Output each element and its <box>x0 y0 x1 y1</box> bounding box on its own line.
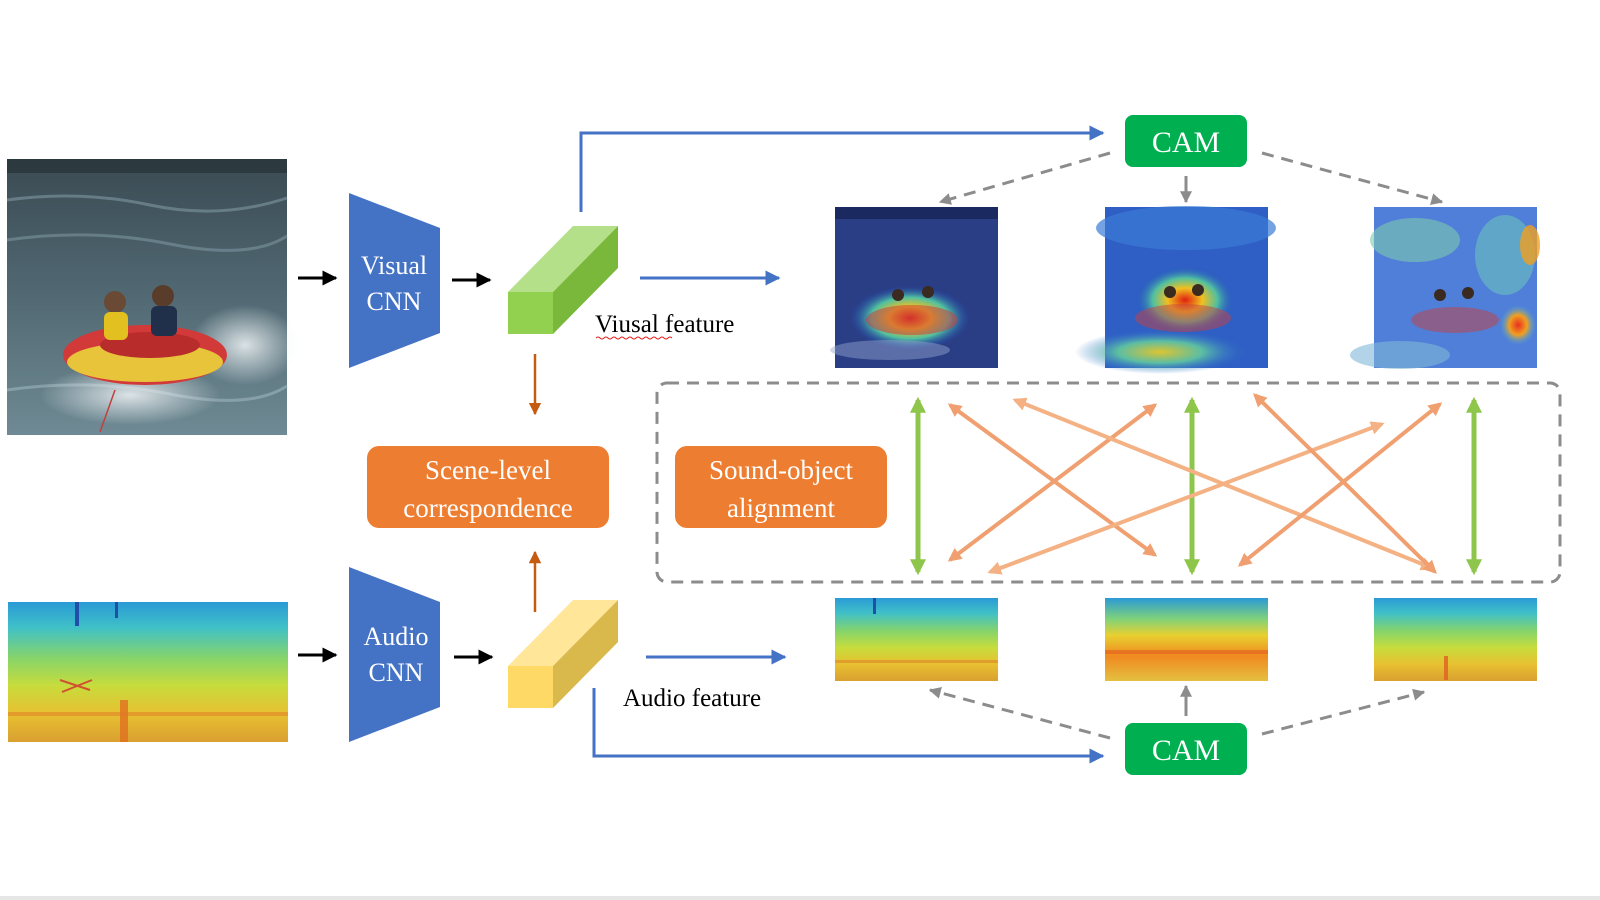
visual-cnn-block: Visual CNN <box>349 193 440 368</box>
visual-feature-label: Viusal feature <box>595 311 734 338</box>
heatmap-2 <box>1075 206 1276 374</box>
audio-feature-label: Audio feature <box>623 685 761 712</box>
cam-top-dashed-arrows <box>938 151 1444 205</box>
sound-object-line2: alignment <box>727 493 835 523</box>
audio-cnn-block: Audio CNN <box>349 567 440 742</box>
flow-visual-to-cam <box>579 125 1105 212</box>
visual-cnn-label-line1: Visual <box>361 251 427 280</box>
visual-feature-cube <box>508 226 618 334</box>
scene-level-line1: Scene-level <box>425 455 551 485</box>
sound-object-line1: Sound-object <box>709 455 853 485</box>
heatmap-3 <box>1350 207 1540 369</box>
spectrogram-3 <box>1374 598 1537 681</box>
cam-top-label: CAM <box>1152 126 1220 159</box>
alignment-dashed-region <box>655 381 1562 584</box>
scene-level-correspondence-box: Scene-level correspondence <box>367 446 609 528</box>
input-image <box>6 159 300 435</box>
bottom-scrollbar-strip <box>0 896 1600 900</box>
visual-cnn-label-line2: CNN <box>367 287 422 316</box>
heatmap-1 <box>830 207 998 368</box>
sound-object-alignment-box: Sound-object alignment <box>675 446 887 528</box>
green-alignment-arrows <box>909 396 1483 576</box>
audio-feature-cube <box>508 600 618 708</box>
spellcheck-underline <box>595 336 673 340</box>
cross-alignment-arrows <box>947 393 1443 575</box>
audio-cnn-label-line1: Audio <box>364 622 429 651</box>
input-spectrogram <box>8 602 288 742</box>
spectrogram-2 <box>1105 598 1268 681</box>
flow-audio-to-cam <box>592 688 1105 764</box>
cam-top-box: CAM <box>1125 115 1247 167</box>
cam-bottom-dashed-arrows <box>928 684 1426 740</box>
cam-bottom-box: CAM <box>1125 723 1247 775</box>
audio-cnn-label-line2: CNN <box>369 658 424 687</box>
scene-level-line2: correspondence <box>403 493 572 523</box>
spectrogram-1 <box>835 598 998 681</box>
cam-bottom-label: CAM <box>1152 734 1220 767</box>
